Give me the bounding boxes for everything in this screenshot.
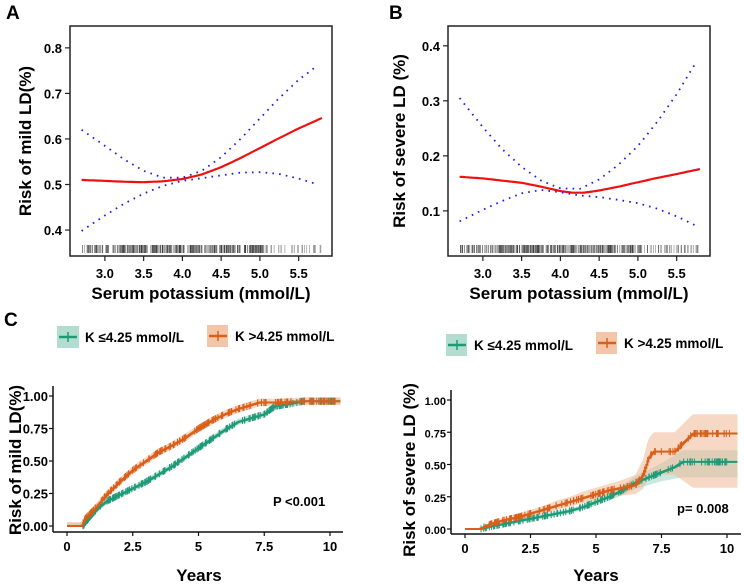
chart-a: 0.4 0.5 0.6 0.7 0.8 3.0 3.5 4.0 4.5 5.0 5.5 Risk o… <box>16 25 333 303</box>
y-tick-label: 0.25 <box>425 493 446 505</box>
y-tick-label: 0.75 <box>425 428 446 440</box>
chart-a-frame <box>69 25 333 257</box>
y-tick-label: 0.4 <box>422 39 441 54</box>
x-tick-label: 7.5 <box>652 541 670 556</box>
x-tick-label: 5.0 <box>629 266 647 281</box>
legend-label-high: K >4.25 mmol/L <box>235 329 334 344</box>
x-tick-label: 3.0 <box>96 266 114 281</box>
fit-line <box>459 168 701 194</box>
chart-d-ylabel: Risk of severe LD (%) <box>400 383 419 557</box>
x-tick-label: 7.5 <box>255 539 273 554</box>
fit-line <box>81 116 323 184</box>
y-tick-label: 0.7 <box>44 86 62 101</box>
legend-label-low: K ≤4.25 mmol/L <box>474 338 573 353</box>
upper-ci-line <box>81 64 319 179</box>
x-tick-label: 10 <box>323 539 337 554</box>
x-tick-label: 3.5 <box>513 266 531 281</box>
ci-band-high <box>465 414 738 529</box>
chart-d-plot: 0.00 0.25 0.50 0.75 1.00 0 2.5 5 7.5 10 <box>425 390 741 556</box>
x-tick-label: 0 <box>461 541 468 556</box>
x-tick-label: 5.5 <box>668 266 686 281</box>
chart-c-xlabel: Years <box>176 566 221 584</box>
chart-c-plot: 0.00 0.25 0.50 0.75 1.00 0 2.5 5 7.5 10 <box>23 386 343 554</box>
y-tick-label: 1.00 <box>23 389 48 404</box>
rug-plot <box>460 245 699 253</box>
x-tick-label: 0 <box>63 539 70 554</box>
censor-marks-high <box>483 430 730 531</box>
legend-label-high: K >4.25 mmol/L <box>624 336 723 351</box>
x-tick-label: 10 <box>720 541 734 556</box>
x-tick-label: 5 <box>195 539 202 554</box>
chart-b-ylabel: Risk of severe LD (%) <box>390 54 409 228</box>
y-tick-label: 0.75 <box>23 422 48 437</box>
chart-b-plot: 0.1 0.2 0.3 0.4 3.0 3.5 4.0 4.5 5.0 5.5 <box>422 39 701 281</box>
chart-c-legend: K ≤4.25 mmol/L K >4.25 mmol/L <box>57 325 334 348</box>
lower-ci-line <box>459 189 697 227</box>
chart-a-plot: 0.4 0.5 0.6 0.7 0.8 3.0 3.5 4.0 4.5 5.0 5.5 <box>44 41 323 281</box>
legend-label-low: K ≤4.25 mmol/L <box>85 330 184 345</box>
x-tick-label: 3.0 <box>474 266 492 281</box>
chart-c: K ≤4.25 mmol/L K >4.25 mmol/L 0.000.250.… <box>6 325 343 584</box>
y-tick-label: 0.2 <box>422 149 440 164</box>
y-tick-label: 0.50 <box>425 461 446 473</box>
panel-label-b: B <box>389 3 403 24</box>
y-tick-label: 0.00 <box>23 519 48 534</box>
y-tick-label: 0.8 <box>44 41 62 56</box>
x-tick-label: 2.5 <box>521 541 539 556</box>
chart-a-ylabel: Risk of mild LD(%) <box>16 66 35 216</box>
chart-c-ylabel: Risk of mild LD(%) <box>6 385 25 535</box>
x-tick-label: 4.0 <box>551 266 569 281</box>
chart-b-xlabel: Serum potassium (mmol/L) <box>469 284 688 303</box>
panel-label-c: C <box>4 310 18 331</box>
x-tick-label: 3.5 <box>135 266 153 281</box>
chart-d-xlabel: Years <box>573 566 618 584</box>
chart-d: K ≤4.25 mmol/L K >4.25 mmol/L 0.000.250.… <box>400 332 741 584</box>
y-tick-label: 0.00 <box>425 525 446 537</box>
x-tick-label: 5 <box>592 541 599 556</box>
x-tick-label: 2.5 <box>124 539 142 554</box>
y-tick-label: 1.00 <box>425 396 446 408</box>
chart-d-pvalue: p= 0.008 <box>677 501 729 516</box>
y-tick-label: 0.5 <box>44 177 62 192</box>
chart-d-legend: K ≤4.25 mmol/L K >4.25 mmol/L <box>446 332 723 356</box>
panel-label-a: A <box>6 3 20 24</box>
y-tick-label: 0.25 <box>23 487 48 502</box>
chart-b-frame <box>447 25 711 257</box>
chart-b: 0.1 0.2 0.3 0.4 3.0 3.5 4.0 4.5 5.0 5.5 Risk of s… <box>390 25 711 303</box>
x-tick-label: 4.5 <box>590 266 608 281</box>
rug-plot <box>82 245 322 253</box>
censor-marks-low <box>82 397 335 530</box>
chart-c-pvalue: P <0.001 <box>273 494 325 509</box>
x-tick-label: 5.5 <box>290 266 308 281</box>
y-tick-label: 0.50 <box>23 454 48 469</box>
upper-ci-line <box>458 61 697 190</box>
x-tick-label: 5.0 <box>251 266 269 281</box>
y-tick-label: 0.6 <box>44 132 62 147</box>
x-tick-label: 4.0 <box>173 266 191 281</box>
x-tick-label: 4.5 <box>212 266 230 281</box>
chart-a-xlabel: Serum potassium (mmol/L) <box>91 284 310 303</box>
censor-marks-high <box>82 397 336 527</box>
y-tick-label: 0.1 <box>422 204 440 219</box>
y-tick-label: 0.4 <box>44 223 63 238</box>
y-tick-label: 0.3 <box>422 94 440 109</box>
